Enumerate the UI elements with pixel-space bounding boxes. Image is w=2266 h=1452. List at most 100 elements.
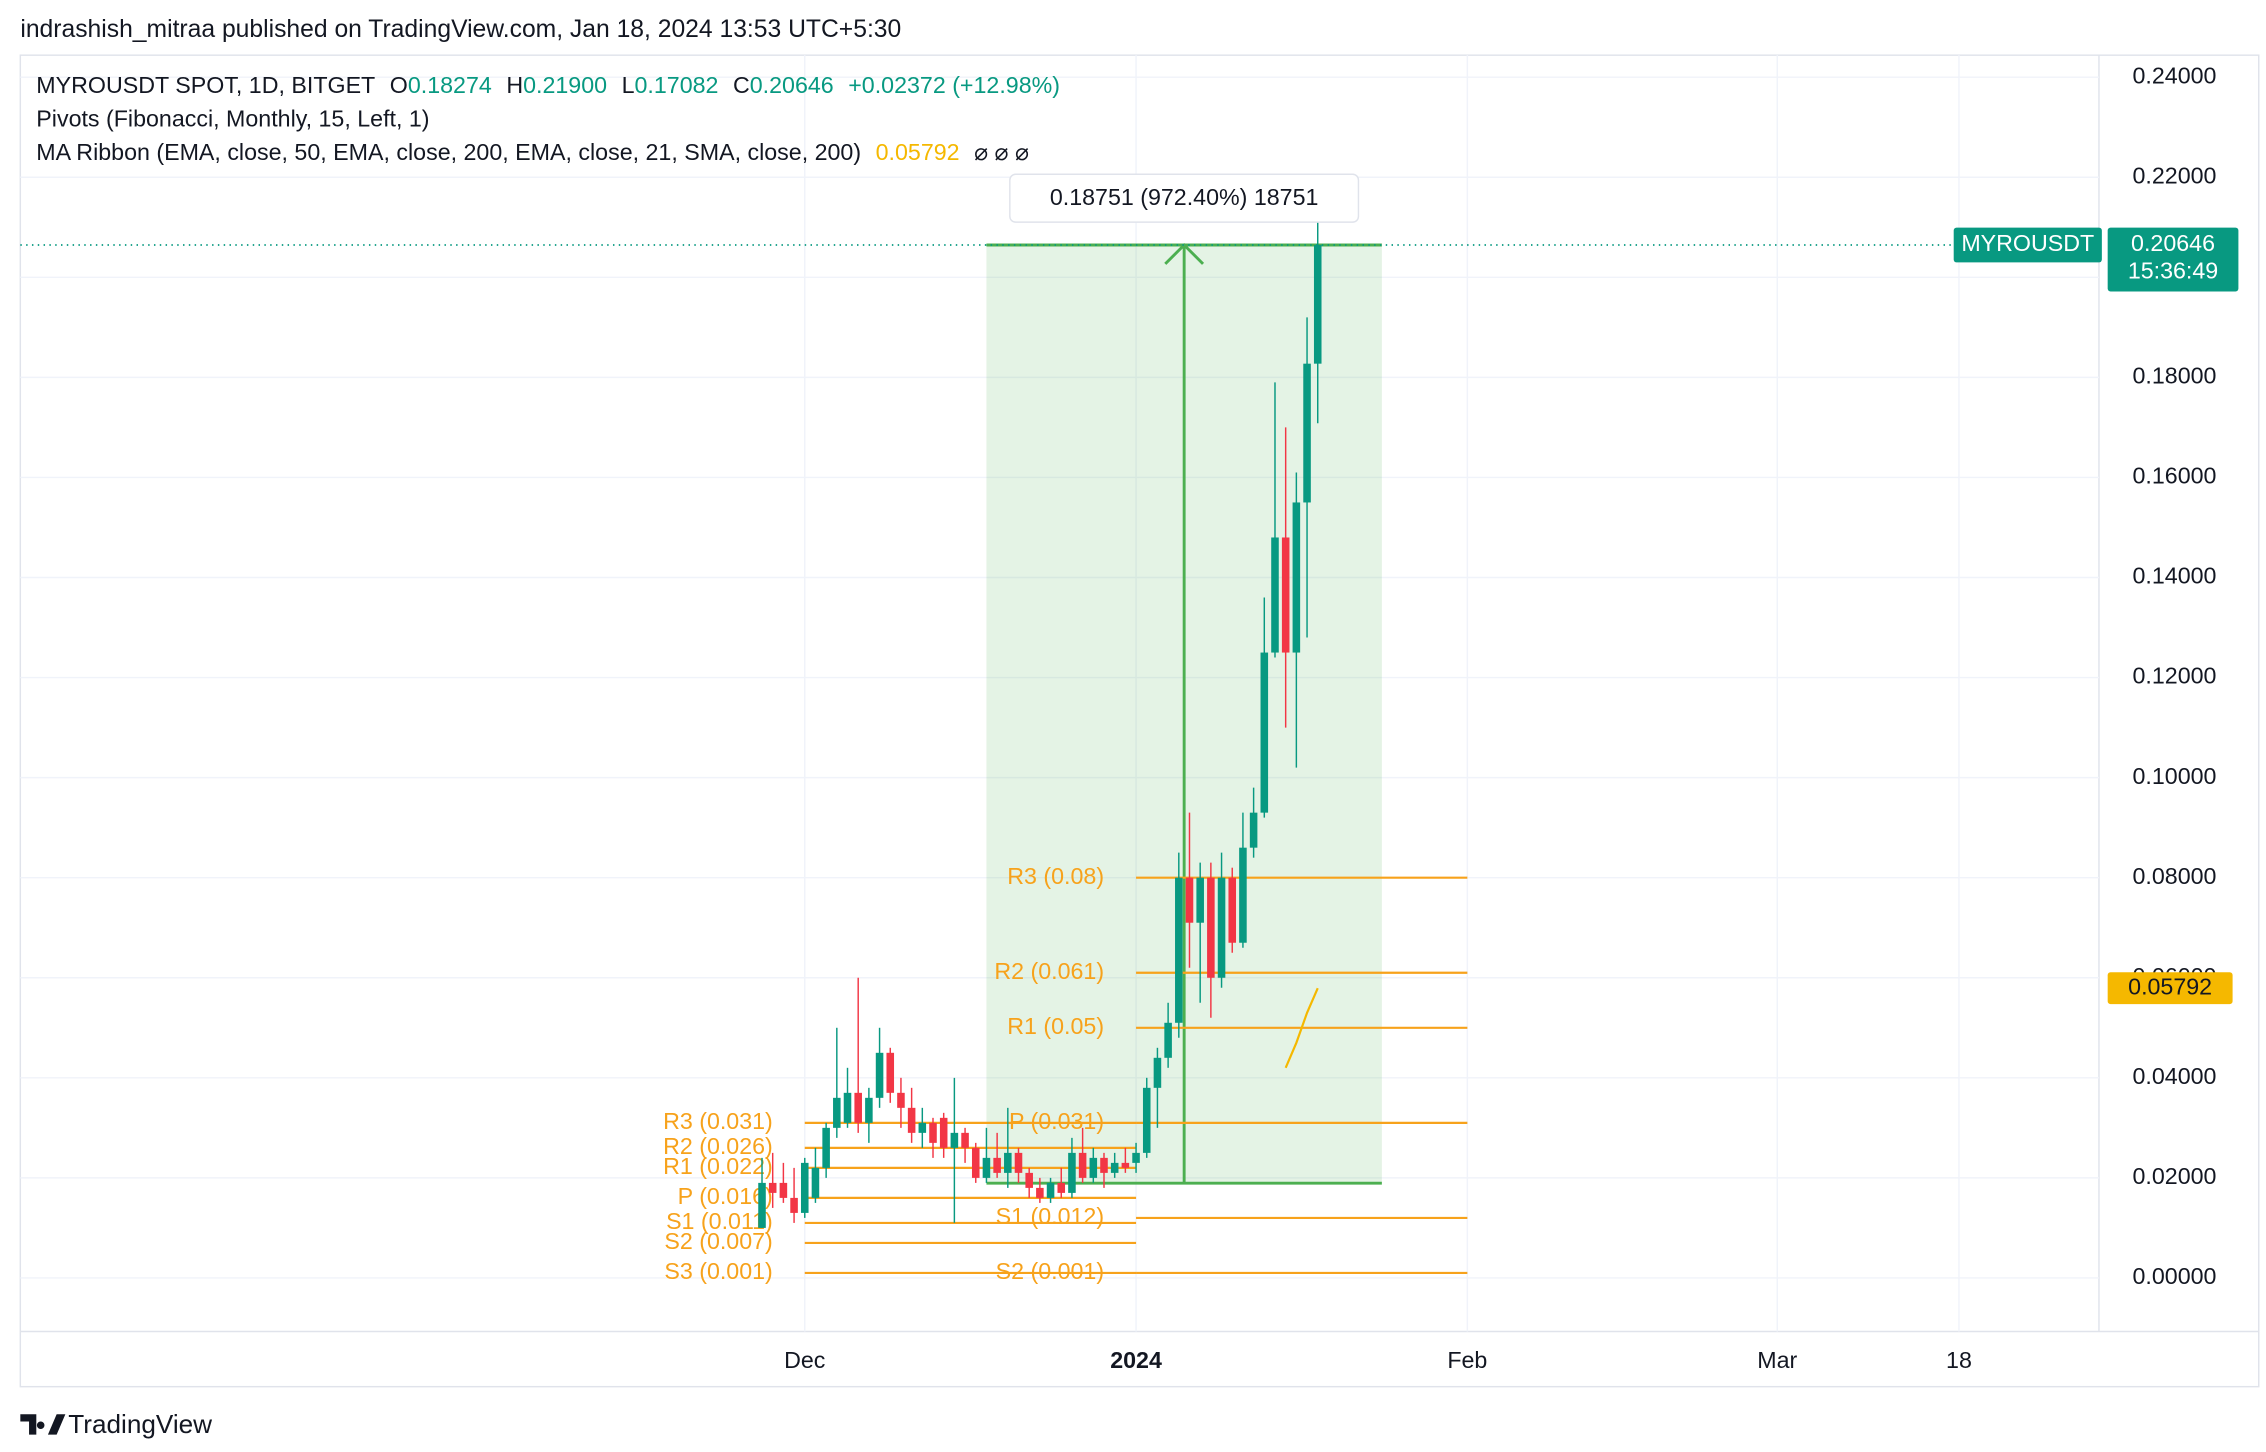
price-tag-countdown: 15:36:49 xyxy=(2128,258,2218,284)
candle-body xyxy=(1196,877,1204,923)
ohlc-value: 0.18274 xyxy=(408,72,492,98)
measure-label-box xyxy=(1009,173,1360,223)
pivot-label: S1 (0.011) xyxy=(666,1208,773,1234)
x-tick-label: Feb xyxy=(1447,1347,1487,1373)
candle-body xyxy=(907,1107,916,1133)
attribution: indrashish_mitraa published on TradingVi… xyxy=(20,16,901,43)
brand: TradingView xyxy=(68,1409,212,1439)
price-tag-value: 0.20646 xyxy=(2131,230,2215,256)
candle-body xyxy=(833,1097,841,1128)
candle-body xyxy=(939,1117,948,1148)
ma-tag xyxy=(2107,972,2233,1005)
candle-body xyxy=(1100,1157,1108,1173)
candle-body xyxy=(822,1127,830,1168)
change: +0.02372 (+12.98%) xyxy=(848,72,1060,98)
symbol-tag-text: MYROUSDT xyxy=(1961,230,2094,256)
candle-body xyxy=(1036,1187,1044,1198)
candle-body xyxy=(1046,1182,1055,1198)
candle-body xyxy=(1303,363,1311,503)
chart-frame xyxy=(19,54,2260,1388)
y-tick-label: 0.08000 xyxy=(2133,863,2217,889)
candle-body xyxy=(865,1097,873,1123)
pivot-label: R3 (0.08) xyxy=(1007,863,1104,889)
grid xyxy=(20,55,2099,1332)
candle-body xyxy=(1057,1182,1066,1193)
candle-body xyxy=(854,1092,862,1123)
candle-body xyxy=(897,1092,905,1108)
x-tick-label: Dec xyxy=(784,1347,825,1373)
pivot-label: P (0.016) xyxy=(678,1183,773,1209)
candle-body xyxy=(843,1092,852,1123)
y-tick-label: 0.10000 xyxy=(2133,763,2217,789)
candle-body xyxy=(1132,1152,1140,1163)
candle-body xyxy=(1142,1087,1151,1153)
measure-label: 0.18751 (972.40%) 18751 xyxy=(1050,184,1319,210)
ohlc-key: H xyxy=(506,72,523,98)
candle-body xyxy=(1089,1157,1098,1178)
candle-body xyxy=(961,1132,969,1148)
y-tick-label: 0.14000 xyxy=(2133,563,2217,589)
candle-body xyxy=(768,1182,777,1193)
candle-body xyxy=(1121,1162,1130,1168)
pivot-label: S2 (0.001) xyxy=(996,1258,1104,1284)
candle-body xyxy=(1239,847,1247,943)
candle-body xyxy=(1228,877,1237,943)
candle-body xyxy=(971,1147,980,1178)
candle-body xyxy=(1313,244,1322,364)
candle-body xyxy=(1175,877,1183,1023)
candle-body xyxy=(779,1182,788,1198)
pivot-label: S1 (0.012) xyxy=(996,1203,1104,1229)
candle-body xyxy=(800,1162,809,1213)
candle-body xyxy=(918,1122,927,1133)
ohlc-key: L xyxy=(622,72,635,98)
candle-body xyxy=(1164,1022,1172,1058)
brand-logo: TradingView xyxy=(20,1409,212,1439)
pivots-title: Pivots (Fibonacci, Monthly, 15, Left, 1) xyxy=(36,106,429,132)
ma-line xyxy=(1284,987,1319,1069)
candle-body xyxy=(993,1157,1001,1173)
candle-body xyxy=(1068,1152,1076,1193)
y-tick-label: 0.16000 xyxy=(2133,463,2217,489)
ohlc-key: O xyxy=(390,72,408,98)
candle-body xyxy=(1025,1172,1033,1188)
ohlc-value: 0.20646 xyxy=(750,72,834,98)
candle-body xyxy=(1281,537,1290,653)
candle-body xyxy=(1260,652,1269,813)
symbol-line: MYROUSDT SPOT, 1D, BITGET O0.18274 H0.2190… xyxy=(36,72,1060,98)
pivot-label: S3 (0.001) xyxy=(664,1258,772,1284)
candle-body xyxy=(886,1052,895,1093)
ma-tag-value: 0.05792 xyxy=(2128,973,2212,999)
candle-body xyxy=(1207,877,1215,978)
pivot-label: R3 (0.031) xyxy=(663,1108,773,1134)
ohlc-value: 0.21900 xyxy=(523,72,607,98)
candle-body xyxy=(758,1182,766,1228)
symbol: MYROUSDT SPOT, 1D, BITGET xyxy=(36,72,375,98)
symbol-tag xyxy=(1953,227,2102,263)
y-tick-label: 0.18000 xyxy=(2133,363,2217,389)
y-tick-label: 0.12000 xyxy=(2133,663,2217,689)
candle-body xyxy=(811,1167,820,1198)
candle-body xyxy=(1292,502,1301,653)
candle-body xyxy=(929,1122,937,1143)
y-tick-label: 0.00000 xyxy=(2133,1263,2217,1289)
candle-body xyxy=(1185,877,1194,923)
pivot-label: R2 (0.061) xyxy=(994,958,1104,984)
ma-value: 0.05792 xyxy=(876,139,960,165)
candle-body xyxy=(1249,812,1258,848)
candle-body xyxy=(1110,1162,1119,1173)
candle-body xyxy=(982,1157,991,1178)
y-tick-label: 0.04000 xyxy=(2133,1063,2217,1089)
pivot-label: R1 (0.05) xyxy=(1007,1013,1104,1039)
marks: R3 (0.031)R2 (0.026)R1 (0.022)P (0.016)S… xyxy=(20,182,1954,1284)
candle-body xyxy=(1004,1152,1012,1173)
x-tick-label: 2024 xyxy=(1110,1347,1162,1373)
ma-title: MA Ribbon (EMA, close, 50, EMA, close, 2… xyxy=(36,139,861,165)
pivot-label: P (0.031) xyxy=(1009,1108,1104,1134)
candle-body xyxy=(1217,877,1226,978)
ohlc-value: 0.17082 xyxy=(635,72,719,98)
y-tick-label: 0.02000 xyxy=(2133,1163,2217,1189)
candle-body xyxy=(1078,1152,1087,1178)
price-tag xyxy=(2107,227,2239,292)
y-tick-label: 0.22000 xyxy=(2133,162,2217,188)
